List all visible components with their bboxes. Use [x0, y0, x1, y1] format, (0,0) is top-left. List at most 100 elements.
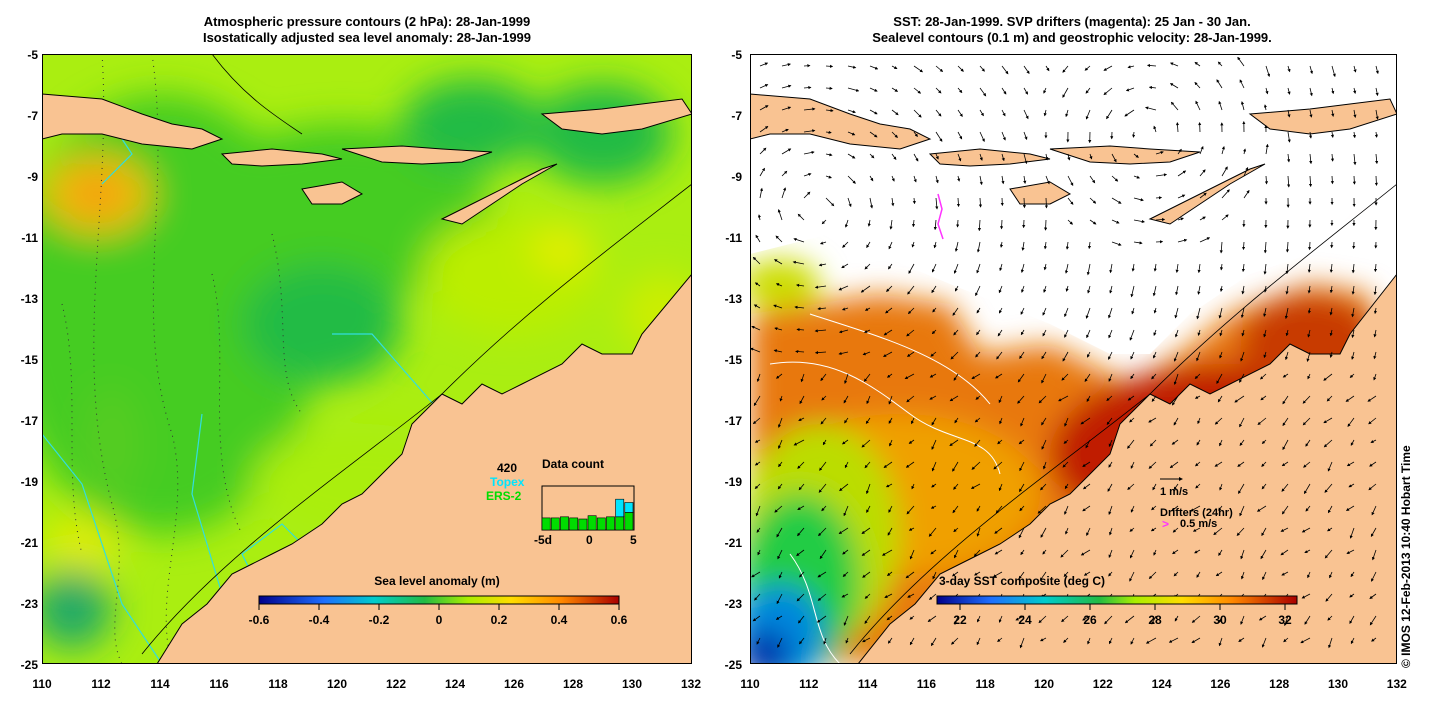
- velocity-arrow: [888, 417, 893, 424]
- velocity-arrow: [1153, 549, 1157, 556]
- velocity-arrow: [1106, 109, 1113, 120]
- velocity-arrow: [1173, 483, 1179, 491]
- velocity-arrow: [842, 241, 849, 248]
- velocity-arrow: [976, 505, 981, 512]
- velocity-arrow: [891, 197, 895, 207]
- left-lon-label-122: 122: [385, 677, 407, 691]
- velocity-arrow: [1103, 87, 1113, 96]
- velocity-arrow: [1151, 373, 1157, 380]
- velocity-arrow: [1351, 307, 1355, 318]
- velocity-arrow: [1287, 65, 1291, 73]
- velocity-arrow: [1309, 87, 1313, 97]
- velocity-arrow: [1146, 63, 1157, 68]
- velocity-arrow: [1152, 351, 1157, 359]
- sumba-island: [301, 181, 364, 205]
- velocity-arrow: [1239, 439, 1245, 446]
- velocity-arrow: [887, 527, 893, 536]
- velocity-arrow: [797, 505, 805, 511]
- velocity-arrow: [1287, 87, 1291, 95]
- velocity-arrow: [777, 549, 783, 560]
- velocity-arrow: [979, 175, 983, 186]
- velocity-arrow: [954, 615, 959, 626]
- velocity-arrow: [759, 84, 769, 89]
- velocity-arrow: [904, 373, 915, 379]
- velocity-arrow: [1017, 373, 1025, 383]
- left-lat-label-m21: -21: [20, 536, 38, 550]
- velocity-arrow: [1155, 196, 1163, 200]
- velocity-arrow: [1374, 131, 1378, 138]
- velocity-arrow: [1329, 571, 1333, 579]
- velocity-arrow: [753, 304, 761, 309]
- velocity-arrow: [1020, 549, 1025, 556]
- velocity-arrow: [931, 417, 937, 426]
- velocity-arrow: [1243, 166, 1249, 177]
- velocity-arrow: [838, 285, 849, 291]
- velocity-arrow: [1369, 593, 1377, 599]
- sea-level-anomaly-map[interactable]: Data count 420 Topex ERS-2 -5d 0 5: [42, 54, 692, 664]
- velocity-arrow: [781, 128, 789, 133]
- right-lon-label-118: 118: [975, 677, 995, 691]
- velocity-arrow: [1151, 615, 1157, 625]
- velocity-arrow: [866, 395, 871, 405]
- sla-colorbar-tick-label: 0: [436, 613, 443, 627]
- velocity-arrow: [974, 417, 981, 423]
- velocity-arrow: [755, 234, 761, 243]
- velocity-arrow: [1375, 87, 1379, 97]
- velocity-arrow: [979, 131, 985, 143]
- velocity-arrow: [1019, 637, 1025, 649]
- data-count-bars: [541, 498, 634, 531]
- velocity-arrow: [1127, 395, 1135, 401]
- velocity-arrow: [1373, 263, 1378, 273]
- velocity-arrow: [882, 549, 893, 556]
- velocity-arrow: [819, 461, 827, 471]
- velocity-arrow: [1301, 527, 1311, 533]
- velocity-arrow: [1037, 505, 1047, 514]
- velocity-arrow: [865, 483, 871, 495]
- right-lon-label-114: 114: [857, 677, 878, 691]
- velocity-arrow: [1213, 527, 1223, 536]
- velocity-arrow: [1175, 263, 1179, 273]
- sla-colorbar-tick-label: -0.6: [249, 613, 270, 627]
- velocity-arrow: [1153, 263, 1157, 272]
- velocity-arrow: [905, 461, 915, 468]
- left-lat-label-m9: -9: [27, 170, 38, 184]
- velocity-arrow: [889, 219, 893, 230]
- velocity-arrow: [1351, 351, 1355, 360]
- velocity-arrow: [1309, 109, 1313, 118]
- left-title-line1: Atmospheric pressure contours (2 hPa): 2…: [203, 14, 531, 29]
- velocity-arrow: [1194, 373, 1201, 380]
- velocity-arrow: [819, 549, 827, 560]
- sla-colorbar-tick-label: 0.4: [551, 613, 568, 627]
- left-panel-title: Atmospheric pressure contours (2 hPa): 2…: [42, 14, 692, 46]
- velocity-arrow: [956, 197, 961, 208]
- velocity-arrow: [778, 439, 783, 449]
- velocity-arrow: [775, 235, 783, 243]
- velocity-arrow: [1020, 263, 1025, 273]
- velocity-arrow: [1283, 615, 1289, 627]
- velocity-arrow: [885, 483, 893, 488]
- velocity-arrow: [1282, 417, 1289, 427]
- velocity-arrow: [757, 214, 762, 221]
- velocity-arrow: [931, 285, 937, 294]
- velocity-arrow: [1148, 571, 1157, 580]
- velocity-arrow: [1175, 122, 1180, 133]
- velocity-arrow: [774, 327, 783, 331]
- sla-colorbar-title: Sea level anomaly (m): [374, 574, 499, 588]
- velocity-arrow: [1282, 395, 1289, 405]
- sst-map[interactable]: 1 m/s Drifters (24hr) > 0.5 m/s 3-day SS…: [750, 54, 1397, 664]
- left-lat-label-m15: -15: [20, 353, 38, 367]
- velocity-arrow: [957, 65, 964, 72]
- velocity-arrow: [1370, 439, 1377, 443]
- velocity-arrow: [909, 637, 915, 646]
- velocity-arrow: [866, 241, 871, 249]
- velocity-arrow: [953, 483, 959, 490]
- velocity-arrow: [1065, 241, 1069, 250]
- velocity-arrow: [1127, 483, 1135, 490]
- velocity-arrow: [930, 351, 937, 357]
- velocity-arrow: [864, 307, 871, 311]
- velocity-arrow: [1063, 439, 1069, 444]
- velocity-arrow: [825, 153, 833, 157]
- velocity-arrow: [797, 527, 805, 537]
- velocity-arrow: [994, 527, 1003, 534]
- velocity-arrow: [1263, 263, 1267, 275]
